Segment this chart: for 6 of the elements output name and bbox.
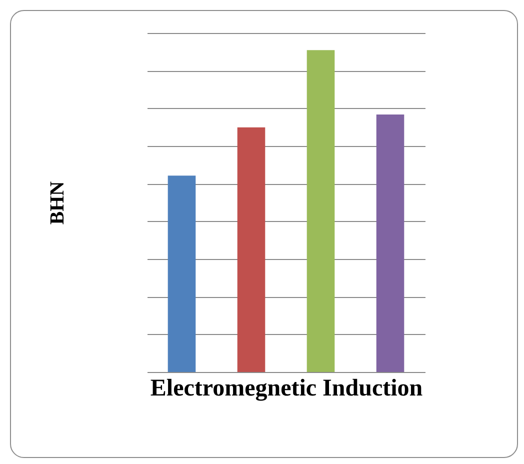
bar	[306, 50, 335, 372]
y-axis-title: BHN	[46, 180, 68, 225]
bar	[376, 114, 404, 372]
bar	[168, 176, 196, 372]
x-axis-title: Electromegnetic Induction	[150, 376, 423, 402]
bar	[237, 127, 266, 372]
